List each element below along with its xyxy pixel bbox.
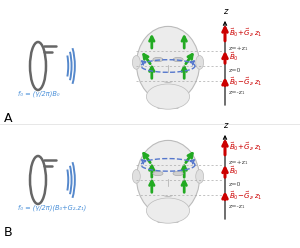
Text: z=+z₁: z=+z₁	[229, 160, 248, 165]
Text: A: A	[4, 112, 13, 124]
Text: $\vec{B}_0\!-\!\vec{G}_z\!.z_1$: $\vec{B}_0\!-\!\vec{G}_z\!.z_1$	[229, 189, 262, 202]
Ellipse shape	[153, 171, 163, 176]
Text: $\vec{B}_0\!+\!\vec{G}_z\!.z_1$: $\vec{B}_0\!+\!\vec{G}_z\!.z_1$	[229, 26, 262, 39]
Text: $\vec{B}_0\!+\!\vec{G}_z\!.z_1$: $\vec{B}_0\!+\!\vec{G}_z\!.z_1$	[229, 140, 262, 153]
Ellipse shape	[132, 56, 140, 69]
Ellipse shape	[173, 57, 183, 62]
Text: z=0: z=0	[229, 68, 242, 73]
Ellipse shape	[196, 170, 204, 183]
Text: z=-z₁: z=-z₁	[229, 91, 245, 95]
Ellipse shape	[136, 140, 200, 216]
Ellipse shape	[173, 171, 183, 176]
FancyBboxPatch shape	[158, 94, 178, 108]
Ellipse shape	[136, 26, 200, 102]
Text: z: z	[223, 7, 227, 16]
Ellipse shape	[132, 170, 140, 183]
Text: z=0: z=0	[229, 182, 242, 187]
Text: f₀ = (γ/2π)B₀: f₀ = (γ/2π)B₀	[18, 91, 59, 97]
FancyBboxPatch shape	[158, 208, 178, 222]
Ellipse shape	[146, 198, 190, 223]
Text: f₀ = (γ/2π)(B₀+G₂.z₁): f₀ = (γ/2π)(B₀+G₂.z₁)	[18, 205, 86, 211]
Text: z=+z₁: z=+z₁	[229, 46, 248, 51]
Ellipse shape	[146, 84, 190, 109]
Ellipse shape	[153, 57, 163, 62]
Text: B: B	[4, 225, 13, 239]
Text: $\vec{B}_0$: $\vec{B}_0$	[229, 165, 239, 177]
Text: $\vec{B}_0\!-\!\vec{G}_z\!.z_1$: $\vec{B}_0\!-\!\vec{G}_z\!.z_1$	[229, 75, 262, 88]
Ellipse shape	[196, 56, 204, 69]
Text: $\vec{B}_0$: $\vec{B}_0$	[229, 51, 239, 63]
Text: z=-z₁: z=-z₁	[229, 204, 245, 209]
Text: z: z	[223, 121, 227, 130]
